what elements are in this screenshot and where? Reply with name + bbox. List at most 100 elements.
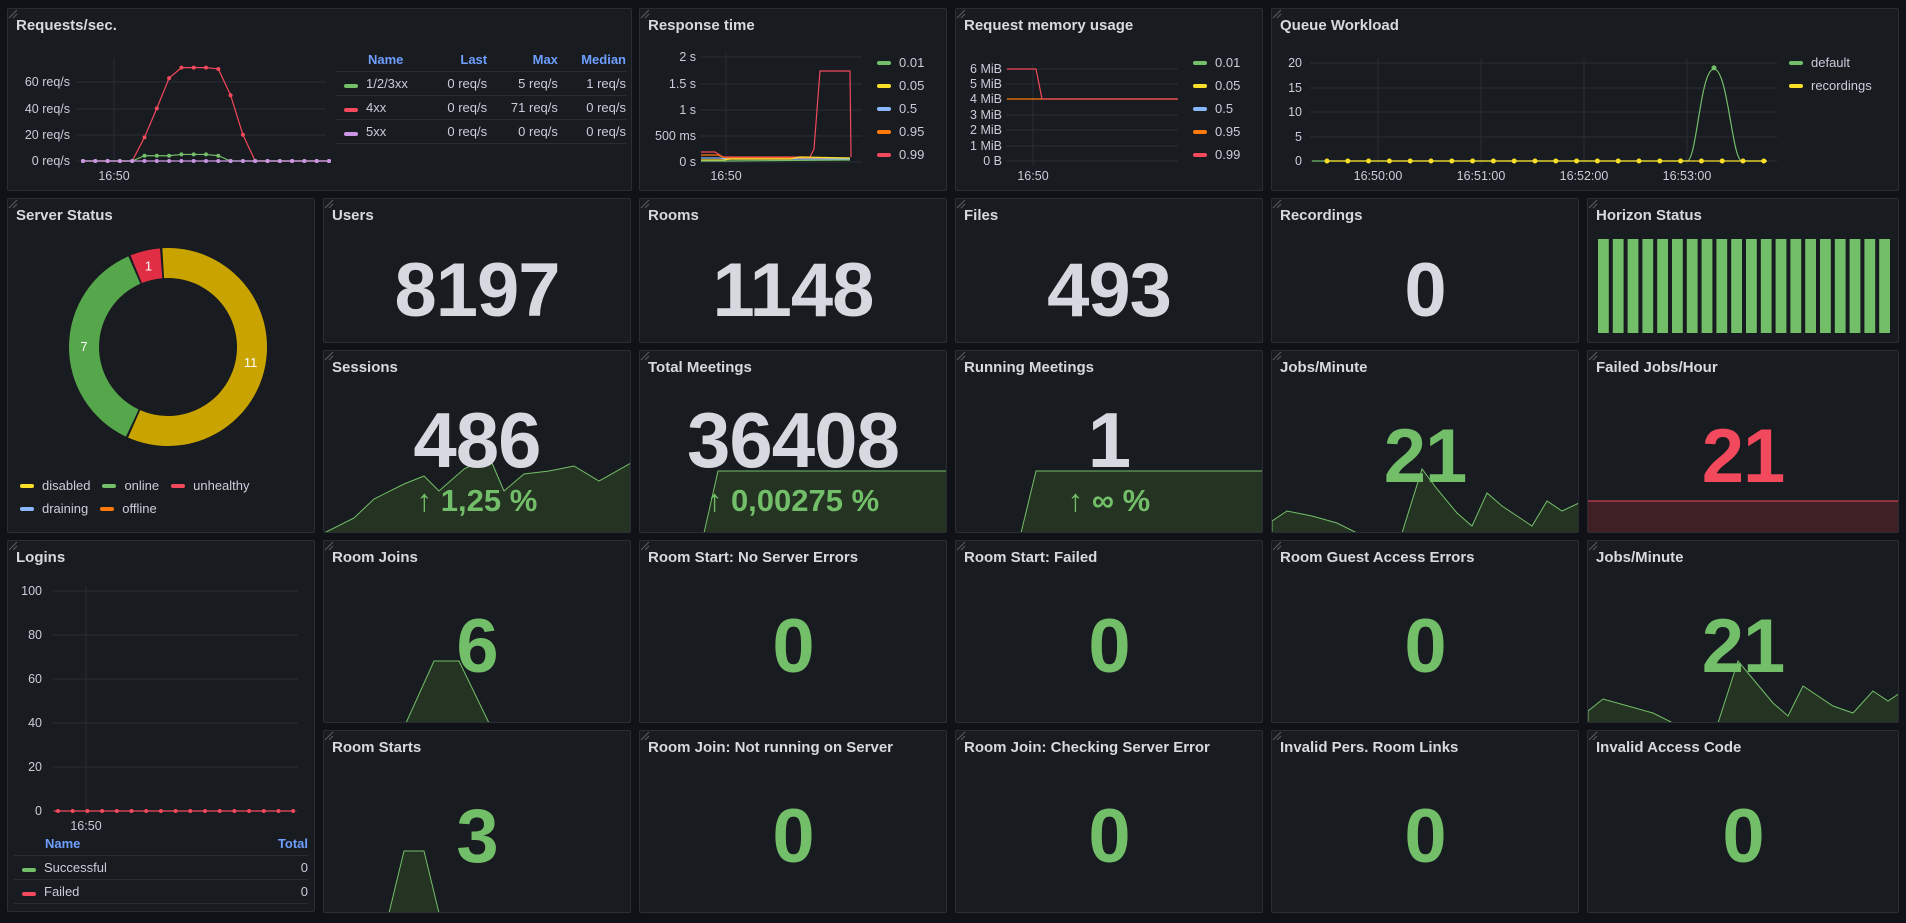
resize-handle-icon[interactable] (1272, 541, 1282, 551)
data-point (154, 106, 159, 111)
total-meetings-panel[interactable]: Total Meetings 36408 ↑ 0,00275 % (639, 350, 947, 533)
invalid-room-links-panel[interactable]: Invalid Pers. Room Links 0 (1271, 730, 1579, 913)
server-status-panel[interactable]: Server Status 1 11 7 disabled online unhea… (7, 198, 315, 533)
room-start-no-errors-panel[interactable]: Room Start: No Server Errors 0 (639, 540, 947, 723)
legend-item[interactable]: 0.95 (1193, 120, 1240, 143)
room-joins-panel[interactable]: Room Joins 6 (323, 540, 631, 723)
table-row[interactable]: Successful 0 (14, 855, 308, 880)
resize-handle-icon[interactable] (1272, 731, 1282, 741)
resize-handle-icon[interactable] (956, 199, 966, 209)
legend-item[interactable]: 0.99 (1193, 143, 1240, 166)
resize-handle-icon[interactable] (640, 731, 650, 741)
resize-handle-icon[interactable] (324, 541, 334, 551)
data-point (253, 159, 258, 163)
jobs-minute-panel[interactable]: Jobs/Minute 21 (1271, 350, 1579, 533)
recordings-panel[interactable]: Recordings 0 (1271, 198, 1579, 343)
room-starts-panel[interactable]: Room Starts 3 (323, 730, 631, 913)
logins-panel[interactable]: Logins 100 80 60 40 20 0 16:50 Name Tota… (7, 540, 315, 912)
resize-handle-icon[interactable] (8, 199, 18, 209)
table-row[interactable]: 4xx 0 req/s 71 req/s 0 req/s (336, 95, 626, 120)
resize-handle-icon[interactable] (1588, 541, 1598, 551)
legend-item[interactable]: unhealthy (171, 478, 250, 493)
requests-panel[interactable]: Requests/sec. 60 req/s 40 req/s 20 req/s… (7, 8, 632, 191)
resize-handle-icon[interactable] (640, 541, 650, 551)
resize-handle-icon[interactable] (640, 9, 650, 19)
legend-item[interactable]: disabled (20, 478, 90, 493)
stat-value: 0 (1088, 604, 1130, 689)
resize-handle-icon[interactable] (956, 731, 966, 741)
join-not-running-panel[interactable]: Room Join: Not running on Server 0 (639, 730, 947, 913)
table-row[interactable]: 5xx 0 req/s 0 req/s 0 req/s (336, 119, 626, 144)
resize-handle-icon[interactable] (640, 199, 650, 209)
sessions-panel[interactable]: Sessions 486 ↑ 1,25 % (323, 350, 631, 533)
data-point (228, 93, 233, 98)
rooms-panel[interactable]: Rooms 1148 (639, 198, 947, 343)
legend-item[interactable]: 0.01 (877, 51, 924, 74)
legend-item[interactable]: online (102, 478, 159, 493)
jobs-minute-panel-2[interactable]: Jobs/Minute 21 (1587, 540, 1899, 723)
users-panel[interactable]: Users 8197 (323, 198, 631, 343)
slice-disabled[interactable] (128, 248, 267, 447)
y-tick: 4 MiB (970, 92, 1002, 106)
resize-handle-icon[interactable] (1272, 351, 1282, 361)
table-row[interactable]: 1/2/3xx 0 req/s 5 req/s 1 req/s (336, 71, 626, 96)
col-name[interactable]: Name (336, 49, 426, 72)
legend-item[interactable]: 0.05 (1193, 74, 1240, 97)
resize-handle-icon[interactable] (324, 199, 334, 209)
panel-title: Request memory usage (964, 17, 1134, 34)
guest-access-errors-panel[interactable]: Room Guest Access Errors 0 (1271, 540, 1579, 723)
stat-value: 36408 (687, 396, 900, 484)
slice-unhealthy[interactable] (130, 248, 163, 284)
panel-title: Rooms (648, 207, 699, 224)
invalid-access-code-panel[interactable]: Invalid Access Code 0 (1587, 730, 1899, 913)
data-point (179, 159, 184, 163)
resize-handle-icon[interactable] (1272, 199, 1282, 209)
legend-item[interactable]: 0.01 (1193, 51, 1240, 74)
data-point (1386, 158, 1392, 164)
memory-panel[interactable]: Request memory usage 6 MiB 5 MiB 4 MiB 3… (955, 8, 1263, 191)
horizon-status-panel[interactable]: Horizon Status (1587, 198, 1899, 343)
running-meetings-sparkline (1020, 470, 1262, 532)
resize-handle-icon[interactable] (324, 731, 334, 741)
legend-item[interactable]: draining (20, 501, 88, 516)
legend-item[interactable]: recordings (1789, 74, 1872, 97)
slice-online[interactable] (69, 256, 141, 437)
panel-title: Invalid Pers. Room Links (1280, 739, 1459, 756)
failed-jobs-panel[interactable]: Failed Jobs/Hour 21 (1587, 350, 1899, 533)
join-checking-error-panel[interactable]: Room Join: Checking Server Error 0 (955, 730, 1263, 913)
legend-item[interactable]: 0.5 (1193, 97, 1240, 120)
room-start-failed-panel[interactable]: Room Start: Failed 0 (955, 540, 1263, 723)
resize-handle-icon[interactable] (324, 351, 334, 361)
resize-handle-icon[interactable] (1588, 731, 1598, 741)
col-name[interactable]: Name (14, 833, 220, 856)
col-last[interactable]: Last (425, 49, 488, 72)
col-total[interactable]: Total (219, 833, 308, 856)
x-tick: 16:53:00 (1663, 169, 1712, 183)
legend-item[interactable]: 0.99 (877, 143, 924, 166)
table-row[interactable]: Failed 0 (14, 879, 308, 904)
resize-handle-icon[interactable] (1272, 9, 1282, 19)
legend-item[interactable]: 0.95 (877, 120, 924, 143)
col-median[interactable]: Median (557, 49, 626, 72)
legend-item[interactable]: 0.5 (877, 97, 924, 120)
arrow-up-icon: ↑ (416, 483, 441, 518)
resize-handle-icon[interactable] (1588, 351, 1598, 361)
response-time-panel[interactable]: Response time 2 s 1.5 s 1 s 500 ms 0 s 1… (639, 8, 947, 191)
resize-handle-icon[interactable] (956, 541, 966, 551)
resize-handle-icon[interactable] (956, 9, 966, 19)
panel-title: Recordings (1280, 207, 1363, 224)
legend-item[interactable]: 0.05 (877, 74, 924, 97)
queue-workload-panel[interactable]: Queue Workload 20 15 10 5 0 16:50:00 16:… (1271, 8, 1899, 191)
legend-item[interactable]: offline (100, 501, 157, 516)
horizon-bar (1879, 239, 1890, 333)
resize-handle-icon[interactable] (8, 9, 18, 19)
files-panel[interactable]: Files 493 (955, 198, 1263, 343)
data-point (1511, 158, 1517, 164)
resize-handle-icon[interactable] (640, 351, 650, 361)
legend-item[interactable]: default (1789, 51, 1872, 74)
resize-handle-icon[interactable] (1588, 199, 1598, 209)
col-max[interactable]: Max (487, 49, 558, 72)
resize-handle-icon[interactable] (956, 351, 966, 361)
running-meetings-panel[interactable]: Running Meetings 1 ↑ ∞ % (955, 350, 1263, 533)
resize-handle-icon[interactable] (8, 541, 18, 551)
